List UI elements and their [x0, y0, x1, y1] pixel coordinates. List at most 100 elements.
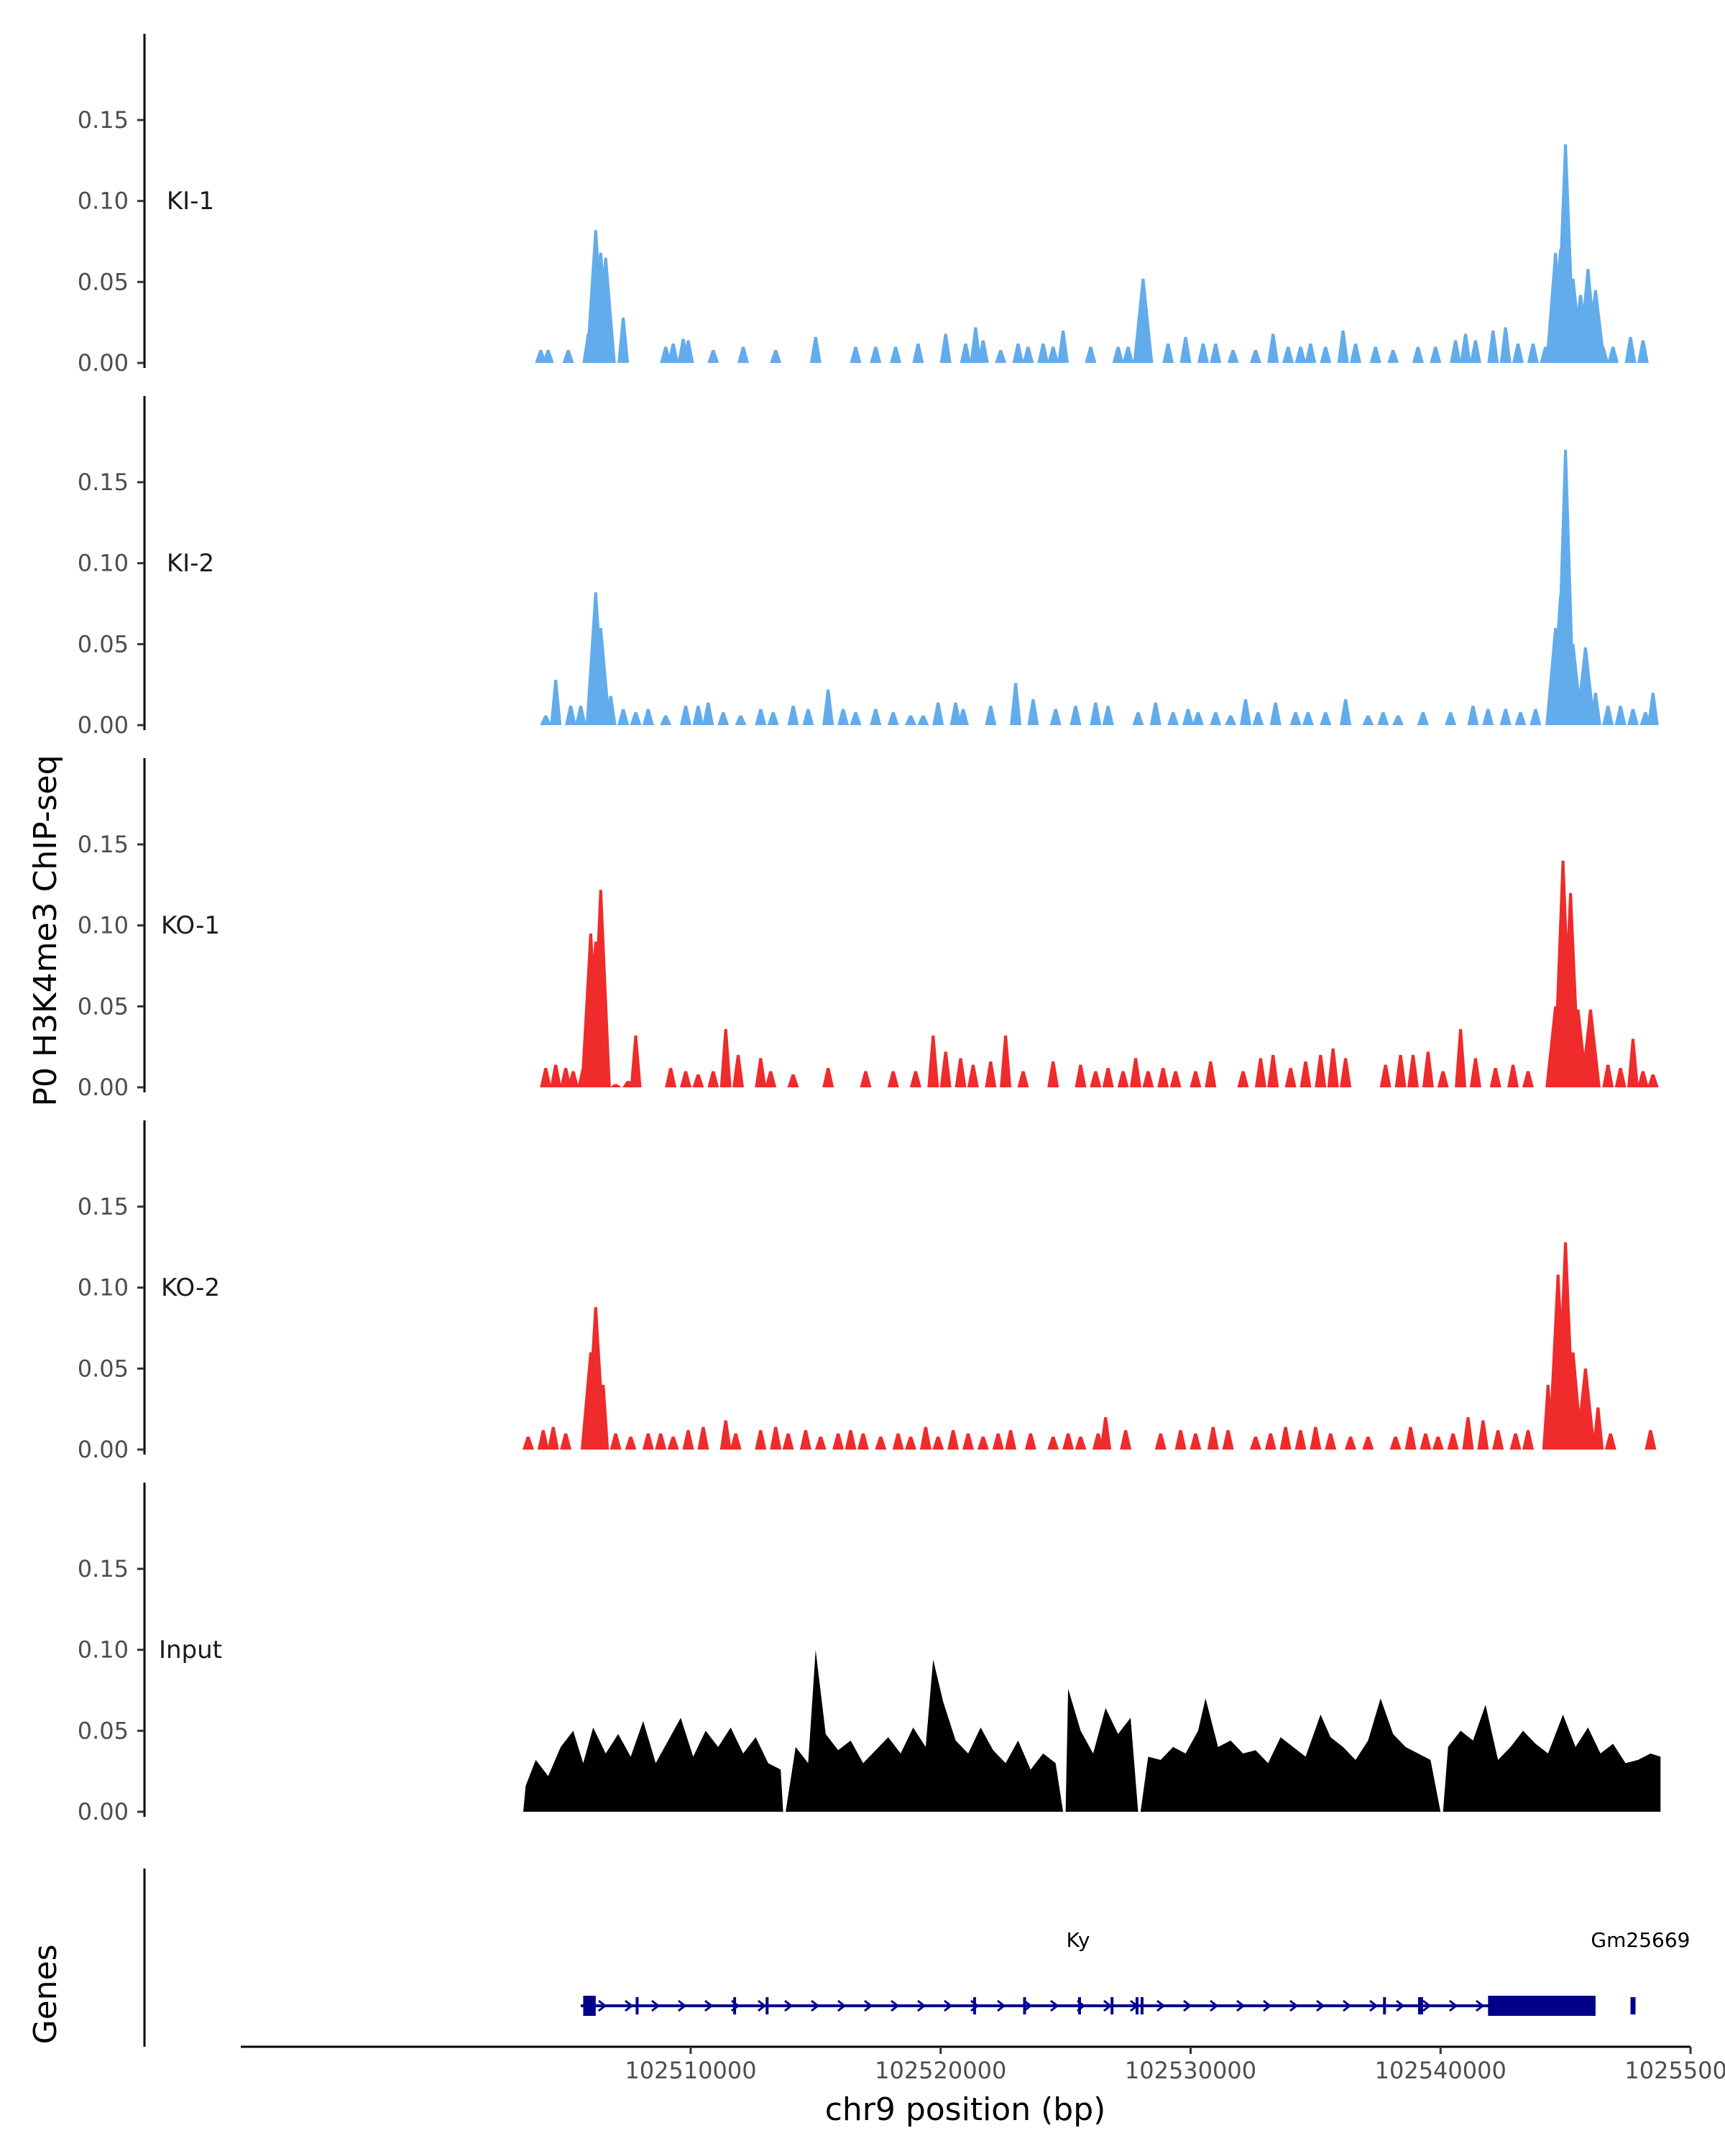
- peak-ki-2-14: [717, 712, 730, 725]
- peak-ki-2-18: [787, 706, 799, 725]
- peak-ko-1-18: [765, 1071, 777, 1087]
- peak-ki-2-19: [802, 709, 814, 725]
- peak-ko-1-59: [1522, 1071, 1534, 1087]
- peak-ki-2-37: [1132, 712, 1144, 725]
- y-tick-label-ko-2-2: 0.10: [78, 1274, 129, 1302]
- y-tick-label-ko-2-0: 0.00: [78, 1436, 129, 1463]
- peak-ki-2-53: [1392, 715, 1404, 725]
- y-tick-label-ki-2-2: 0.10: [78, 550, 129, 577]
- track-ki-2: 0.00 0.05 0.10 0.15 KI-2: [78, 396, 1659, 739]
- track-label-ki-1: KI-1: [167, 187, 214, 216]
- peak-ko-1-15: [719, 1028, 732, 1087]
- peak-ko-1-35: [1117, 1071, 1129, 1087]
- peak-ki-2-28: [949, 702, 962, 725]
- peak-ki-2-44: [1240, 699, 1251, 725]
- peak-ko-1-67: [1627, 1038, 1639, 1087]
- y-tick-label-ki-2-0: 0.00: [78, 711, 129, 739]
- y-tick-label-ko-2-1: 0.05: [78, 1355, 129, 1382]
- peak-ko-2-40: [1120, 1430, 1132, 1450]
- strand-chevron-ky-10: [864, 1999, 873, 2012]
- peak-ko-1-26: [954, 1058, 967, 1087]
- peak-ko-2-61: [1492, 1430, 1504, 1450]
- strand-chevron-ky-26: [1289, 1999, 1299, 2012]
- strand-chevron-ky-6: [758, 1999, 767, 2012]
- peak-ki-2-26: [917, 715, 929, 725]
- peak-ko-2-63: [1522, 1430, 1534, 1450]
- peak-ko-1-69: [1647, 1074, 1659, 1087]
- peak-ko-2-45: [1222, 1430, 1234, 1450]
- peak-ki-2-40: [1182, 709, 1194, 725]
- peak-ko-2-19: [799, 1430, 811, 1450]
- exon-ky-11: [1417, 1997, 1423, 2014]
- strand-chevron-ky-33: [1476, 1999, 1485, 2012]
- peak-ki-1-55: [1499, 327, 1512, 363]
- strand-chevron-ky-30: [1396, 1999, 1405, 2012]
- peak-ko-2-32: [992, 1433, 1004, 1450]
- strand-chevron-ky-12: [917, 1999, 926, 2012]
- peak-ko-1-8: [610, 1084, 622, 1087]
- peak-ko-1-52: [1407, 1054, 1419, 1087]
- peak-ko-2-0: [522, 1437, 534, 1450]
- peak-ko-2-15: [730, 1433, 742, 1450]
- peak-ko-2-49: [1294, 1430, 1307, 1450]
- signal-input-segment-4: [1443, 1705, 1661, 1812]
- peak-ki-2-3: [575, 706, 586, 725]
- peak-ko-2-39: [1100, 1416, 1112, 1450]
- peak-ki-2-45: [1252, 712, 1264, 725]
- peak-ko-2-1: [537, 1430, 549, 1450]
- y-tick-label-ko-1-3: 0.15: [78, 831, 129, 858]
- strand-chevron-ky-22: [1183, 1999, 1192, 2012]
- peak-ko-2-17: [770, 1427, 782, 1450]
- peak-ki-1-50: [1430, 346, 1442, 363]
- peak-ki-2-59: [1514, 712, 1527, 725]
- peak-ko-1-23: [909, 1071, 921, 1087]
- peak-ki-1-17: [870, 346, 882, 363]
- peak-ki-2-54: [1417, 712, 1429, 725]
- peak-ko-2-47: [1264, 1433, 1276, 1450]
- peak-ki-2-27: [932, 702, 944, 725]
- genes-track: Ky Gm25669: [143, 1869, 1690, 2047]
- peak-ki-1-53: [1469, 340, 1481, 363]
- peak-ko-1-49: [1340, 1058, 1352, 1087]
- y-tick-label-ki-1-2: 0.10: [78, 188, 129, 215]
- peak-ki-1-56: [1512, 344, 1524, 363]
- peak-ki-2-12: [692, 706, 704, 725]
- peak-ki-1-2: [562, 350, 574, 363]
- peak-ki-1-40: [1267, 333, 1279, 363]
- x-tick-label-0: 102510000: [625, 2057, 756, 2084]
- peak-ki-1-26: [1022, 346, 1034, 363]
- peak-ko-2-11: [667, 1437, 679, 1450]
- peak-ko-2-23: [857, 1433, 869, 1450]
- peak-ki-1-49: [1412, 346, 1424, 363]
- exon-ky-5: [1023, 1997, 1026, 2014]
- peak-ko-1-46: [1300, 1061, 1312, 1087]
- peak-ki-2-30: [985, 706, 997, 725]
- peak-ko-2-18: [782, 1433, 794, 1450]
- peak-ko-2-25: [892, 1433, 904, 1450]
- peak-ko-1-37: [1142, 1071, 1154, 1087]
- strand-chevron-ky-7: [784, 1999, 794, 2012]
- peak-ko-1-65: [1602, 1064, 1614, 1087]
- strand-chevron-ky-1: [625, 1999, 634, 2012]
- peak-ko-1-19: [787, 1074, 799, 1087]
- peak-ko-2-52: [1345, 1437, 1356, 1450]
- peak-ki-2-9: [642, 709, 654, 725]
- y-tick-label-input-0: 0.00: [78, 1798, 129, 1825]
- peak-ko-2-3: [560, 1433, 572, 1450]
- peak-ki-1-19: [912, 344, 924, 363]
- peak-ko-2-71: [1644, 1430, 1657, 1450]
- peak-ko-1-68: [1637, 1071, 1649, 1087]
- peak-ki-1-43: [1305, 344, 1317, 363]
- exon-ky-10: [1383, 1997, 1386, 2014]
- peak-ki-2-46: [1269, 702, 1282, 725]
- peak-ko-1-39: [1169, 1071, 1182, 1087]
- peak-ki-2-11: [680, 706, 691, 725]
- x-tick-label-3: 102540000: [1375, 2057, 1506, 2084]
- peak-ki-1-33: [1133, 278, 1154, 363]
- strand-chevron-ky-4: [704, 1999, 714, 2012]
- peak-ki-2-2: [565, 706, 576, 725]
- peak-ki-1-23: [977, 340, 989, 363]
- peak-ki-1-25: [1012, 344, 1024, 363]
- peak-ko-1-43: [1254, 1058, 1266, 1087]
- peak-ki-1-46: [1350, 344, 1361, 363]
